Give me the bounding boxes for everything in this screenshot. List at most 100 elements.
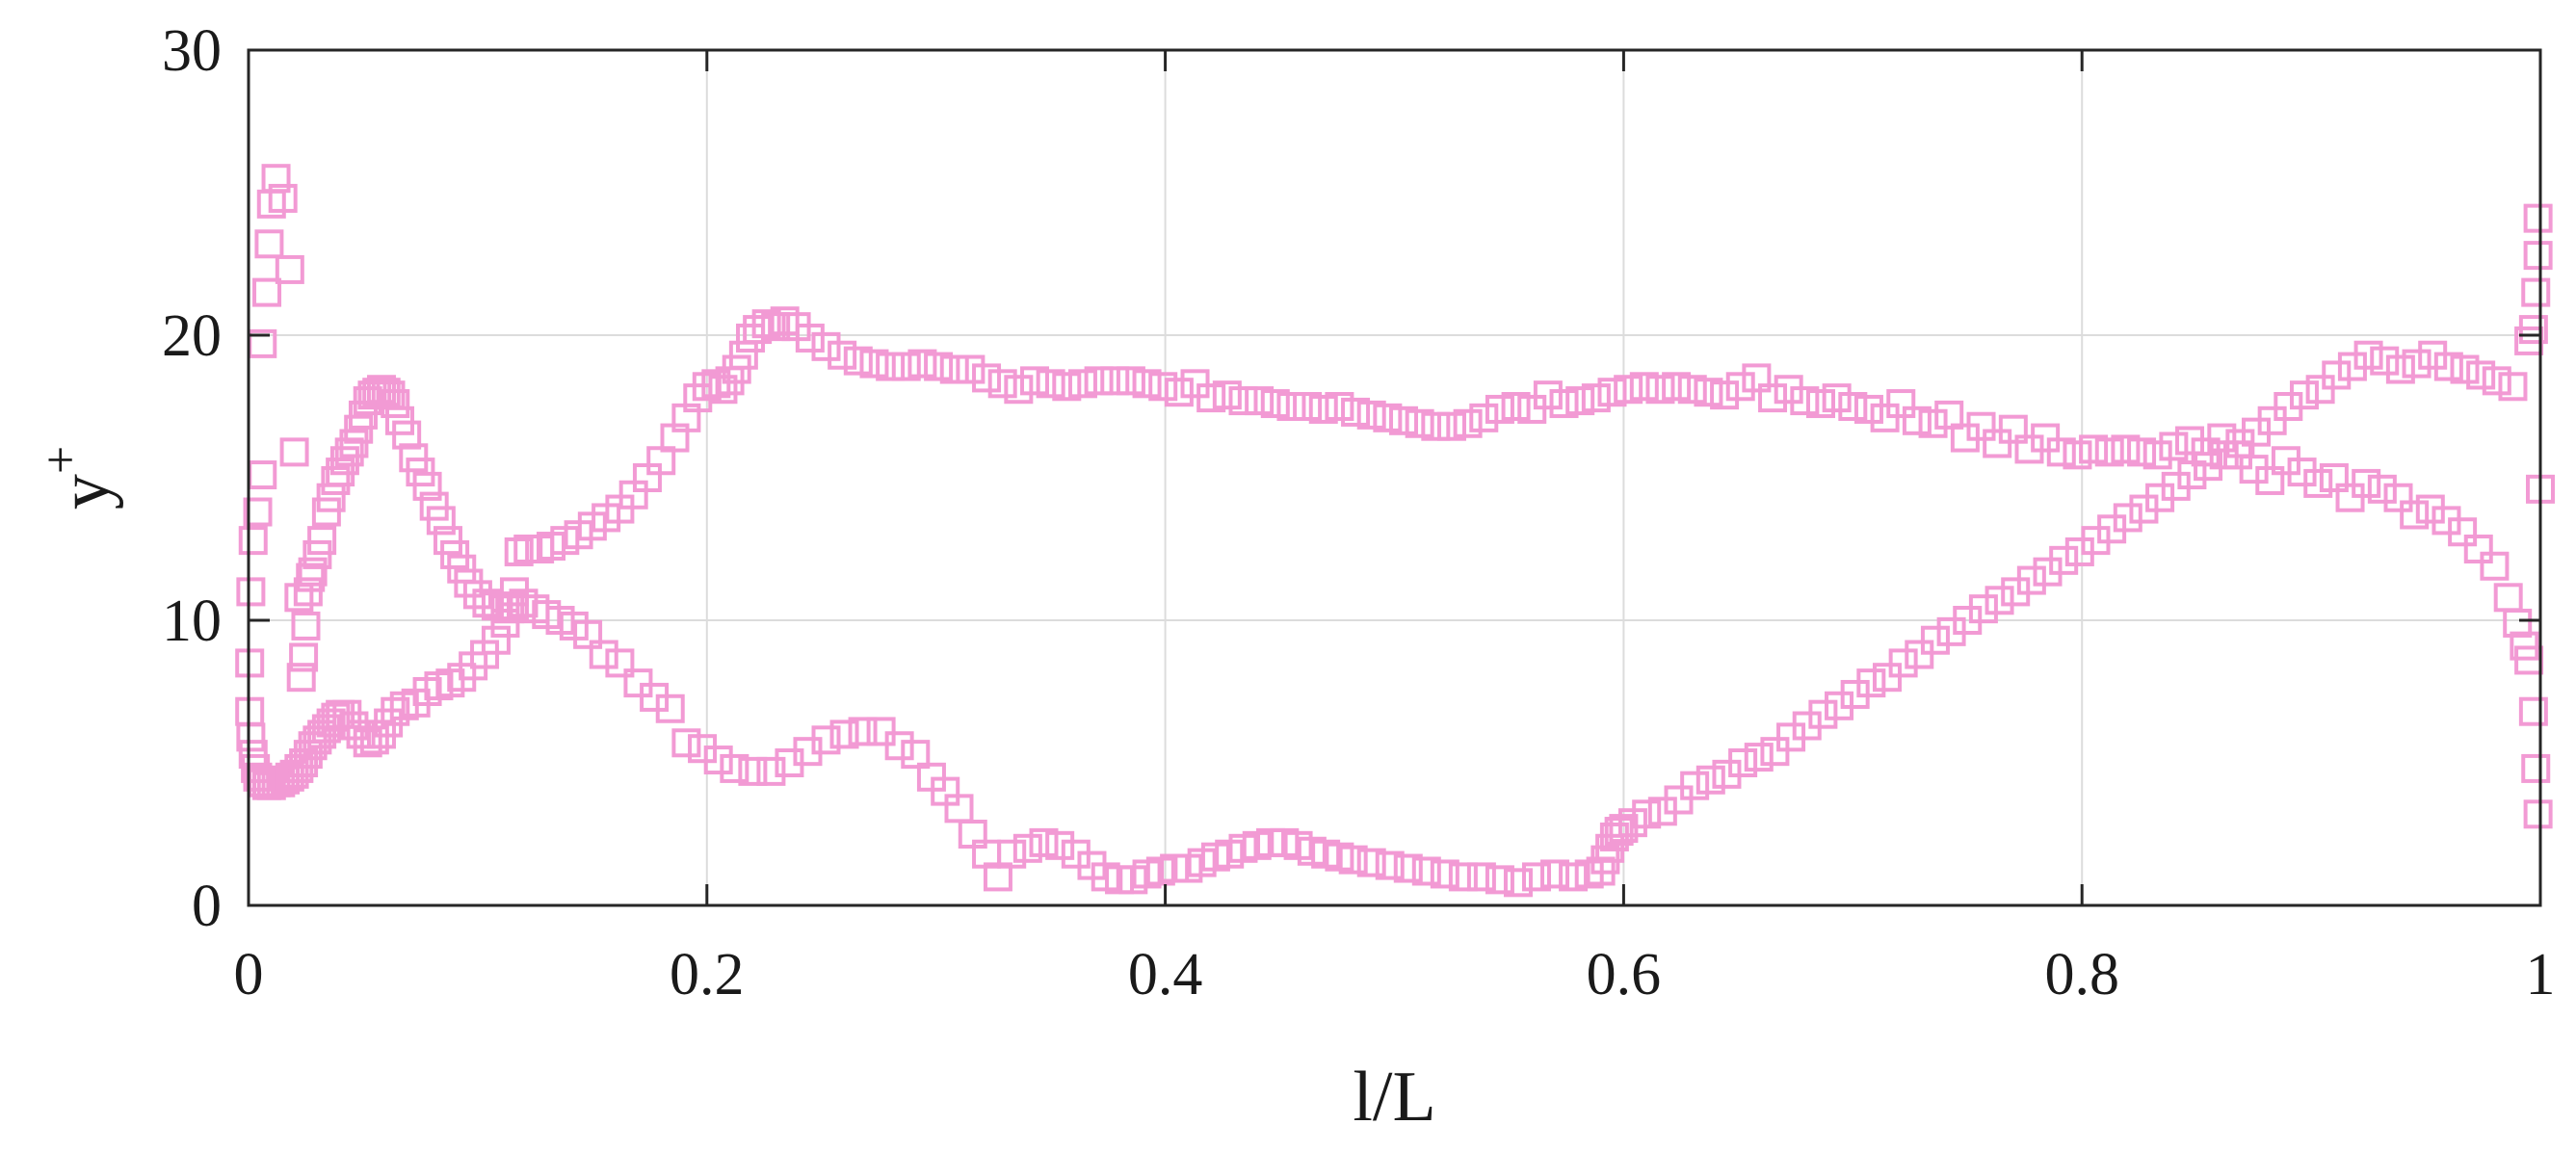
data-point (1597, 378, 1627, 407)
data-point (2385, 354, 2415, 384)
data-point (1293, 392, 1323, 421)
data-point (481, 625, 511, 655)
data-point (1356, 848, 1386, 877)
data-point (248, 460, 277, 490)
x-tick-label: 0.4 (1128, 942, 1203, 1007)
data-point (1036, 369, 1065, 399)
data-point (2046, 437, 2076, 467)
x-tick-labels: 0 0.2 0.4 0.6 0.8 1 (234, 942, 2556, 1007)
data-point (381, 696, 410, 726)
data-point (1485, 394, 1514, 424)
data-point (1430, 859, 1459, 889)
data-point (2113, 503, 2142, 533)
y-axis-label: y+ (34, 446, 124, 510)
data-point (1533, 380, 1563, 410)
data-point (2094, 437, 2124, 467)
data-point (1469, 403, 1499, 432)
data-point (1212, 380, 1242, 410)
data-point (2448, 517, 2478, 547)
data-point (2523, 203, 2553, 233)
data-point (412, 471, 442, 501)
data-point (972, 363, 1002, 393)
data-point (2480, 551, 2510, 581)
data-point (1453, 408, 1483, 438)
plot-frame (247, 48, 2542, 907)
data-point (2370, 346, 2400, 376)
data-point (381, 389, 410, 419)
data-point (2353, 340, 2383, 370)
data-point (1466, 862, 1496, 892)
data-point (997, 839, 1027, 869)
data-point (2322, 360, 2352, 390)
y-tick-label: 30 (162, 18, 222, 84)
data-point (924, 352, 954, 381)
data-point (2463, 535, 2493, 563)
data-point (859, 349, 889, 379)
data-point (1411, 856, 1441, 886)
data-point (321, 465, 351, 495)
data-point (2142, 440, 2172, 470)
data-point (1540, 859, 1570, 889)
data-point (795, 323, 825, 353)
data-point (2255, 465, 2285, 495)
data-point (1245, 386, 1275, 416)
data-point (1501, 392, 1531, 421)
data-point (1856, 668, 1886, 698)
data-point (254, 229, 284, 259)
data-point (2127, 437, 2157, 467)
data-point (1375, 850, 1405, 880)
data-point (605, 648, 635, 678)
data-point (1436, 411, 1466, 441)
data-point (1148, 372, 1178, 402)
data-point (329, 446, 359, 476)
data-point (426, 506, 456, 536)
data-point (1629, 372, 1659, 402)
data-point (720, 753, 749, 783)
data-point (1521, 862, 1551, 892)
data-point (2433, 352, 2463, 381)
y-tick-label: 10 (162, 589, 222, 654)
data-point (1808, 699, 1838, 729)
data-point (2518, 315, 2548, 345)
data-point (743, 315, 773, 345)
data-point (296, 562, 326, 592)
data-point (756, 756, 786, 786)
data-point (286, 663, 316, 693)
data-point (238, 526, 268, 556)
data-point (504, 536, 534, 566)
data-point (761, 312, 791, 342)
data-point (901, 740, 931, 770)
data-point (1920, 625, 1950, 655)
data-point (1710, 380, 1740, 410)
data-point (1052, 372, 1082, 402)
data-point (268, 183, 298, 213)
data-point (1662, 372, 1692, 402)
data-point (2400, 500, 2430, 530)
data-point (291, 611, 321, 641)
data-point (848, 717, 878, 746)
data-point (987, 369, 1017, 399)
data-point (1680, 771, 1710, 800)
data-point (1728, 748, 1758, 777)
data-point (2352, 468, 2381, 498)
data-point (1822, 383, 1852, 413)
data-point (2289, 380, 2319, 410)
x-tick-label: 0.8 (2044, 942, 2119, 1007)
data-point (1805, 389, 1835, 419)
series-2 (235, 306, 2553, 829)
data-point (884, 731, 914, 761)
data-point (1132, 369, 1162, 399)
data-point (261, 164, 291, 194)
data-point (876, 352, 906, 381)
data-point (2207, 423, 2237, 453)
data-point (2450, 354, 2480, 384)
data-point (692, 372, 722, 402)
data-point (589, 640, 618, 669)
data-point (1886, 389, 1916, 419)
data-point (907, 349, 937, 379)
data-point (1405, 408, 1434, 438)
data-point (1004, 375, 1034, 405)
data-point (1838, 392, 1868, 421)
data-point (1100, 366, 1130, 396)
data-point (243, 497, 273, 527)
